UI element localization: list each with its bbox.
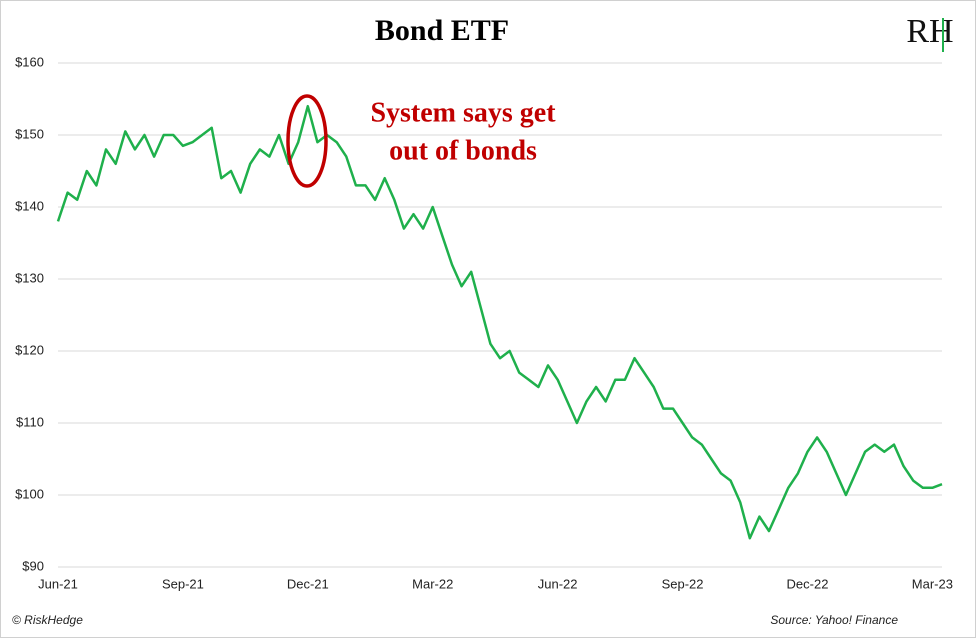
y-tick-label: $90: [22, 558, 44, 573]
data-line: [56, 104, 943, 540]
x-tick-label: Dec-22: [787, 576, 829, 591]
x-tick-label: Mar-22: [412, 576, 453, 591]
annotation: out of bonds: [389, 135, 537, 166]
x-tick-label: Dec-21: [287, 576, 329, 591]
y-tick-label: $140: [15, 198, 44, 213]
footer-left: © RiskHedge: [12, 613, 83, 627]
x-tick-label: Sep-21: [162, 576, 204, 591]
y-tick-label: $160: [15, 54, 44, 69]
x-tick-label: Mar-23: [912, 576, 953, 591]
y-tick-label: $110: [16, 414, 44, 429]
y-tick-label: $130: [15, 270, 44, 285]
footer-right: Source: Yahoo! Finance: [770, 613, 898, 627]
annotation: System says get: [370, 97, 556, 128]
chart-title: Bond ETF: [375, 14, 509, 47]
y-tick-label: $120: [15, 342, 44, 357]
logo: RH: [906, 13, 953, 50]
y-tick-label: $100: [15, 486, 44, 501]
x-tick-label: Sep-22: [662, 576, 704, 591]
x-tick-label: Jun-22: [538, 576, 578, 591]
x-tick-label: Jun-21: [38, 576, 78, 591]
y-tick-label: $150: [15, 126, 44, 141]
annotation-ellipse: [286, 94, 328, 188]
